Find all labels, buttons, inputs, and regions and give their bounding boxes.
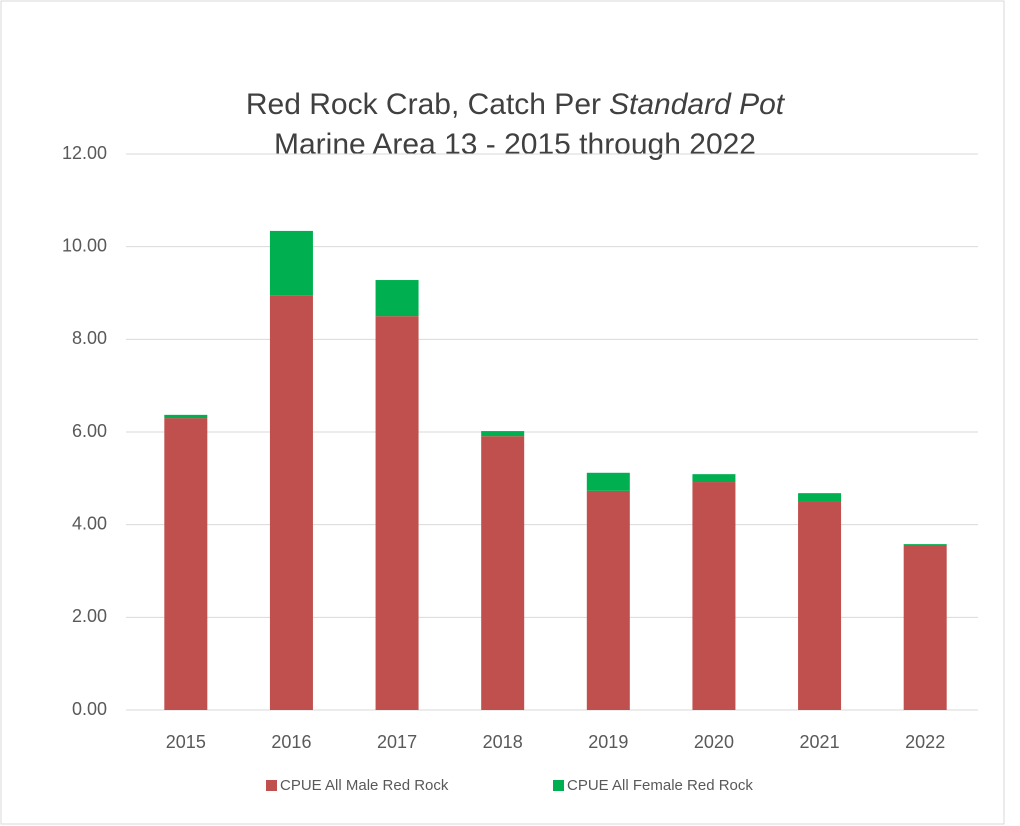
- bar-segment: [481, 431, 525, 437]
- chart-title: Red Rock Crab, Catch Per Standard Pot: [246, 88, 786, 121]
- x-tick-label: 2017: [377, 732, 417, 752]
- title-emphasis: Standard Pot: [609, 88, 786, 121]
- y-tick-label: 10.00: [62, 235, 107, 255]
- y-tick-label: 2.00: [72, 606, 107, 626]
- y-tick-label: 0.00: [72, 699, 107, 719]
- y-tick-label: 12.00: [62, 143, 107, 163]
- bar-segment: [164, 418, 208, 710]
- bar-segment: [798, 493, 842, 502]
- x-tick-label: 2015: [166, 732, 206, 752]
- bar-segment: [798, 501, 842, 710]
- bar-segment: [375, 316, 419, 710]
- bar-segment: [586, 472, 630, 491]
- x-tick-label: 2016: [271, 732, 311, 752]
- title-text: Red Rock Crab, Catch Per: [246, 88, 601, 121]
- x-tick-label: 2022: [905, 732, 945, 752]
- bar-segment: [269, 230, 313, 296]
- bar-segment: [586, 490, 630, 710]
- bar-segment: [692, 474, 736, 483]
- y-tick-label: 6.00: [72, 421, 107, 441]
- legend-swatch: [553, 780, 564, 791]
- x-tick-label: 2018: [483, 732, 523, 752]
- legend-label: CPUE All Male Red Rock: [280, 777, 449, 794]
- bar-segment: [903, 544, 947, 546]
- y-tick-label: 4.00: [72, 513, 107, 533]
- bar-segment: [269, 295, 313, 710]
- chart-subtitle: Marine Area 13 - 2015 through 2022: [274, 128, 756, 161]
- bar-segment: [164, 414, 208, 419]
- x-tick-label: 2021: [800, 732, 840, 752]
- legend-label: CPUE All Female Red Rock: [567, 777, 753, 794]
- x-tick-label: 2019: [588, 732, 628, 752]
- bar-segment: [692, 482, 736, 710]
- legend-swatch: [266, 780, 277, 791]
- bar-segment: [375, 280, 419, 317]
- bar-segment: [903, 545, 947, 710]
- bar-segment: [481, 436, 525, 710]
- y-tick-label: 8.00: [72, 328, 107, 348]
- x-tick-label: 2020: [694, 732, 734, 752]
